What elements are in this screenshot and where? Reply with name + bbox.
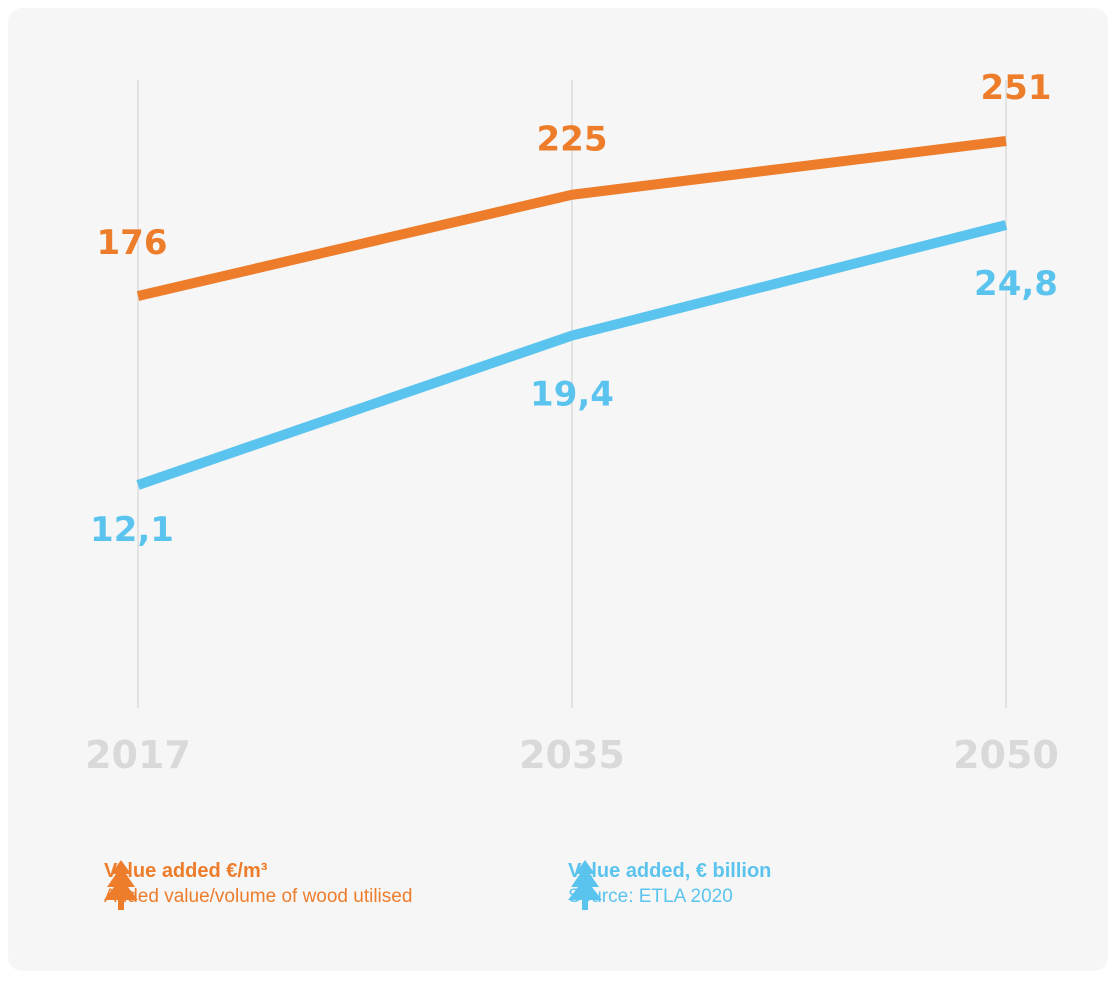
tree-icon [568, 860, 602, 910]
data-label: 176 [97, 223, 168, 263]
data-label: 225 [537, 120, 608, 160]
data-label: 24,8 [974, 264, 1058, 304]
series-line-value-added-per-m3 [136, 136, 1007, 301]
tree-icon [104, 860, 138, 910]
chart-card [8, 8, 1108, 971]
legend-item-value-added-billion: Value added, € billion Source: ETLA 2020 [568, 858, 771, 910]
x-tick-label: 2017 [85, 733, 191, 777]
legend-subtitle: Source: ETLA 2020 [568, 886, 733, 907]
x-tick-label: 2035 [519, 733, 625, 777]
data-label: 12,1 [90, 510, 174, 550]
series-line-value-added-billion [136, 220, 1008, 490]
data-label: 251 [981, 68, 1052, 108]
x-tick-label: 2050 [953, 733, 1059, 777]
legend-item-value-added-per-m3: Value added €/m³ Added value/volume of w… [104, 858, 412, 910]
legend-title: Value added, € billion [568, 860, 772, 882]
legend-subtitle: Added value/volume of wood utilised [104, 886, 413, 907]
legend-title: Value added €/m³ [104, 860, 268, 882]
data-label: 19,4 [530, 375, 614, 415]
